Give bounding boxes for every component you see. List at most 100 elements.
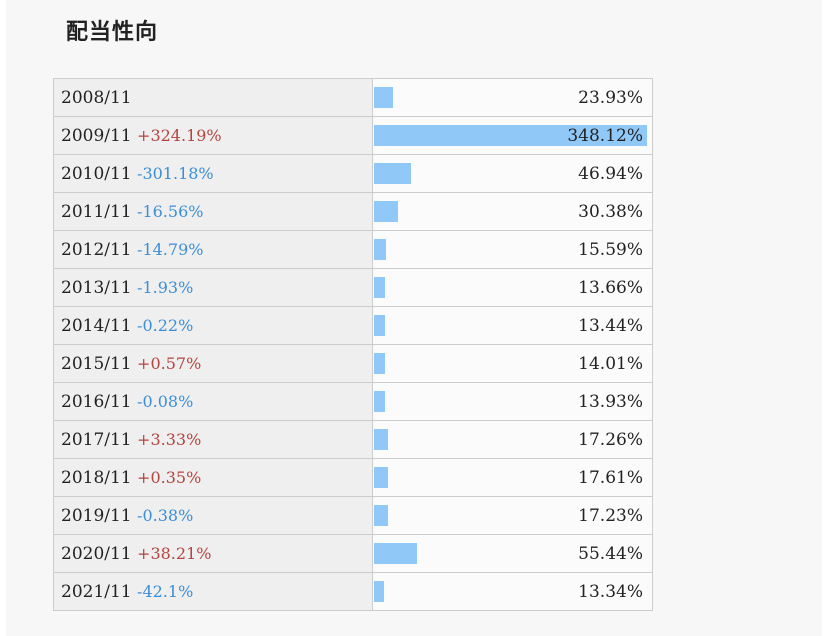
value-label: 13.93% bbox=[578, 392, 643, 412]
table-row: 2019/11 -0.38% 17.23% bbox=[53, 496, 654, 535]
year-label: 2020/11 bbox=[61, 543, 132, 564]
year-label: 2009/11 bbox=[61, 125, 132, 146]
bar-mark bbox=[373, 315, 385, 336]
year-cell: 2017/11 +3.33% bbox=[53, 420, 373, 459]
year-cell: 2020/11 +38.21% bbox=[53, 534, 373, 573]
value-label: 348.12% bbox=[567, 126, 643, 146]
year-cell: 2016/11 -0.08% bbox=[53, 382, 373, 421]
table-row: 2017/11 +3.33% 17.26% bbox=[53, 420, 654, 459]
year-cell: 2009/11 +324.19% bbox=[53, 116, 373, 155]
bar-mark bbox=[373, 543, 417, 564]
page-title: 配当性向 bbox=[66, 20, 159, 45]
year-cell: 2012/11 -14.79% bbox=[53, 230, 373, 269]
year-cell: 2010/11 -301.18% bbox=[53, 154, 373, 193]
bar-mark bbox=[373, 581, 384, 602]
value-label: 15.59% bbox=[578, 240, 643, 260]
value-label: 13.66% bbox=[578, 278, 643, 298]
bar-mark bbox=[373, 125, 647, 146]
year-label: 2012/11 bbox=[61, 239, 132, 260]
year-cell: 2013/11 -1.93% bbox=[53, 268, 373, 307]
value-label: 23.93% bbox=[578, 88, 643, 108]
year-cell: 2021/11 -42.1% bbox=[53, 572, 373, 611]
value-label: 55.44% bbox=[578, 544, 643, 564]
bar-mark bbox=[373, 163, 411, 184]
change-label: -0.08% bbox=[137, 391, 194, 411]
bar-mark bbox=[373, 239, 386, 260]
bar-cell: 17.23% bbox=[371, 496, 654, 535]
change-label: +0.35% bbox=[137, 467, 202, 487]
year-cell: 2019/11 -0.38% bbox=[53, 496, 373, 535]
year-label: 2013/11 bbox=[61, 277, 132, 298]
bar-cell: 348.12% bbox=[371, 116, 654, 155]
value-label: 46.94% bbox=[578, 164, 643, 184]
change-label: +0.57% bbox=[137, 353, 202, 373]
bar-mark bbox=[373, 467, 388, 488]
value-label: 13.44% bbox=[578, 316, 643, 336]
value-label: 30.38% bbox=[578, 202, 643, 222]
bar-cell: 13.66% bbox=[371, 268, 654, 307]
change-label: +38.21% bbox=[137, 543, 212, 563]
payout-ratio-table: 2008/11 23.93% 2009/11 +324.19% 348.12% 2010… bbox=[53, 78, 654, 611]
table-row: 2018/11 +0.35% 17.61% bbox=[53, 458, 654, 497]
table-body: 2008/11 23.93% 2009/11 +324.19% 348.12% 2010… bbox=[53, 78, 654, 611]
bar-mark bbox=[373, 391, 385, 412]
year-label: 2021/11 bbox=[61, 581, 132, 602]
table-row: 2021/11 -42.1% 13.34% bbox=[53, 572, 654, 611]
bar-cell: 23.93% bbox=[371, 78, 654, 117]
change-label: -42.1% bbox=[137, 581, 194, 601]
change-label: -14.79% bbox=[137, 239, 204, 259]
bar-mark bbox=[373, 277, 385, 298]
year-label: 2008/11 bbox=[61, 87, 132, 108]
table-row: 2015/11 +0.57% 14.01% bbox=[53, 344, 654, 383]
table-row: 2010/11 -301.18% 46.94% bbox=[53, 154, 654, 193]
table-row: 2008/11 23.93% bbox=[53, 78, 654, 117]
content-panel: 配当性向 2008/11 23.93% 2009/11 +324.19% 348.12… bbox=[6, 0, 822, 636]
change-label: -301.18% bbox=[137, 163, 214, 183]
year-label: 2015/11 bbox=[61, 353, 132, 374]
bar-mark bbox=[373, 201, 398, 222]
bar-cell: 13.44% bbox=[371, 306, 654, 345]
year-label: 2019/11 bbox=[61, 505, 132, 526]
bar-cell: 15.59% bbox=[371, 230, 654, 269]
year-label: 2016/11 bbox=[61, 391, 132, 412]
year-label: 2017/11 bbox=[61, 429, 132, 450]
table-row: 2016/11 -0.08% 13.93% bbox=[53, 382, 654, 421]
bar-mark bbox=[373, 429, 388, 450]
change-label: -1.93% bbox=[137, 277, 194, 297]
value-label: 13.34% bbox=[578, 582, 643, 602]
year-cell: 2018/11 +0.35% bbox=[53, 458, 373, 497]
year-cell: 2011/11 -16.56% bbox=[53, 192, 373, 231]
change-label: +324.19% bbox=[137, 125, 222, 145]
year-label: 2011/11 bbox=[61, 201, 132, 222]
change-label: -0.22% bbox=[137, 315, 194, 335]
year-cell: 2014/11 -0.22% bbox=[53, 306, 373, 345]
bar-cell: 17.61% bbox=[371, 458, 654, 497]
table-row: 2009/11 +324.19% 348.12% bbox=[53, 116, 654, 155]
value-label: 17.23% bbox=[578, 506, 643, 526]
year-label: 2010/11 bbox=[61, 163, 132, 184]
year-label: 2014/11 bbox=[61, 315, 132, 336]
bar-cell: 46.94% bbox=[371, 154, 654, 193]
change-label: -0.38% bbox=[137, 505, 194, 525]
change-label: +3.33% bbox=[137, 429, 202, 449]
bar-cell: 30.38% bbox=[371, 192, 654, 231]
change-label: -16.56% bbox=[137, 201, 204, 221]
table-row: 2020/11 +38.21% 55.44% bbox=[53, 534, 654, 573]
table-row: 2011/11 -16.56% 30.38% bbox=[53, 192, 654, 231]
year-label: 2018/11 bbox=[61, 467, 132, 488]
table-row: 2012/11 -14.79% 15.59% bbox=[53, 230, 654, 269]
table-row: 2014/11 -0.22% 13.44% bbox=[53, 306, 654, 345]
bar-cell: 55.44% bbox=[371, 534, 654, 573]
bar-cell: 13.34% bbox=[371, 572, 654, 611]
year-cell: 2015/11 +0.57% bbox=[53, 344, 373, 383]
bar-mark bbox=[373, 87, 393, 108]
year-cell: 2008/11 bbox=[53, 78, 373, 117]
bar-mark bbox=[373, 505, 388, 526]
bar-mark bbox=[373, 353, 385, 374]
value-label: 17.61% bbox=[578, 468, 643, 488]
bar-cell: 13.93% bbox=[371, 382, 654, 421]
value-label: 14.01% bbox=[578, 354, 643, 374]
table-row: 2013/11 -1.93% 13.66% bbox=[53, 268, 654, 307]
value-label: 17.26% bbox=[578, 430, 643, 450]
bar-cell: 17.26% bbox=[371, 420, 654, 459]
